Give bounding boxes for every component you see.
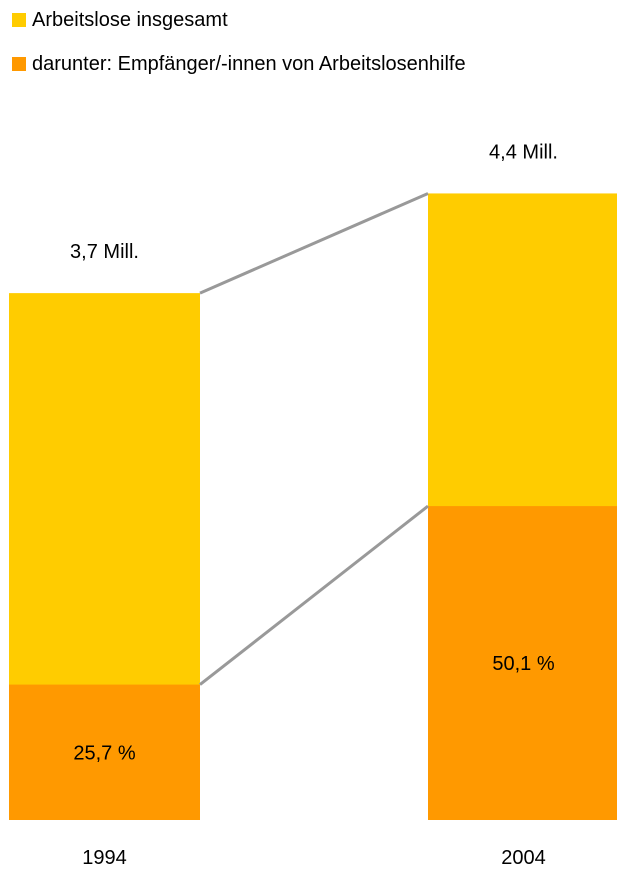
- connector-line-recipients: [199, 504, 429, 686]
- legend-swatch-total: [12, 13, 26, 27]
- bar-recipients-1994: [9, 684, 200, 820]
- legend-swatch-recipients: [12, 57, 26, 71]
- label-total-1994: 3,7 Mill.: [70, 241, 139, 263]
- label-share-2004: 50,1 %: [492, 653, 554, 675]
- connector-line-total: [199, 192, 429, 295]
- legend-label-recipients: darunter: Empfänger/-innen von Arbeitslo…: [32, 53, 466, 75]
- legend-entry-total: Arbeitslose insgesamt: [12, 8, 228, 32]
- bar-recipients-2004: [428, 506, 617, 820]
- label-share-1994: 25,7 %: [73, 742, 135, 764]
- legend-label-total: Arbeitslose insgesamt: [32, 9, 228, 31]
- legend-entry-recipients: darunter: Empfänger/-innen von Arbeitslo…: [12, 52, 466, 76]
- x-tick-label-2004: 2004: [501, 847, 546, 869]
- label-total-2004: 4,4 Mill.: [489, 141, 558, 163]
- x-tick-label-1994: 1994: [82, 847, 127, 869]
